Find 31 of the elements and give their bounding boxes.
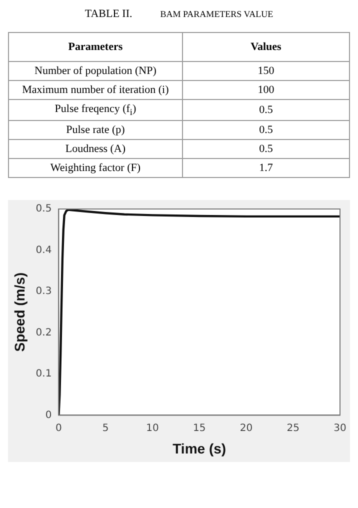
category-label: Maximum number of iteration (i) — [8, 80, 182, 100]
category-label: Pulse rate (p) — [8, 120, 182, 140]
y-tick-label: 0 — [45, 410, 52, 421]
data-label: 150 — [182, 62, 350, 80]
x-tick-label: 10 — [146, 422, 159, 434]
x-tick-label: 5 — [102, 422, 109, 434]
x-tick-label: 25 — [286, 422, 300, 434]
y-tick-label: 0.2 — [36, 328, 52, 338]
text: Parameters — [8, 32, 182, 62]
x-tick-label: 30 — [334, 422, 346, 434]
y-tick-label: 0.1 — [36, 368, 52, 380]
text: TABLE II. — [84, 8, 132, 20]
category-label: Number of population (NP) — [8, 62, 182, 80]
y-tick-label: 0.5 — [36, 204, 52, 215]
category-label: Loudness (A) — [8, 140, 182, 159]
data-label: 0.5 — [182, 140, 350, 159]
text: BAM PARAMETERS VALUE — [160, 9, 274, 19]
data-label: 100 — [182, 80, 350, 100]
data-label: 0.5 — [182, 120, 350, 140]
data-label: 1.7 — [182, 158, 350, 178]
y-tick-label: 0.4 — [36, 245, 52, 256]
x-axis-title: Time (s) — [172, 440, 226, 457]
category-label: Pulse freqency (f$_{i}$) — [8, 100, 182, 121]
data-label: 0.5 — [182, 100, 350, 121]
y-axis-title: Speed (m/s) — [11, 272, 28, 352]
x-tick-label: 20 — [240, 422, 253, 434]
x-tick-label: 0 — [56, 422, 62, 434]
category-label: Weighting factor (F) — [8, 158, 182, 178]
y-tick-label: 0.3 — [36, 286, 52, 298]
x-tick-label: 15 — [192, 422, 206, 434]
text: Values — [182, 32, 350, 62]
